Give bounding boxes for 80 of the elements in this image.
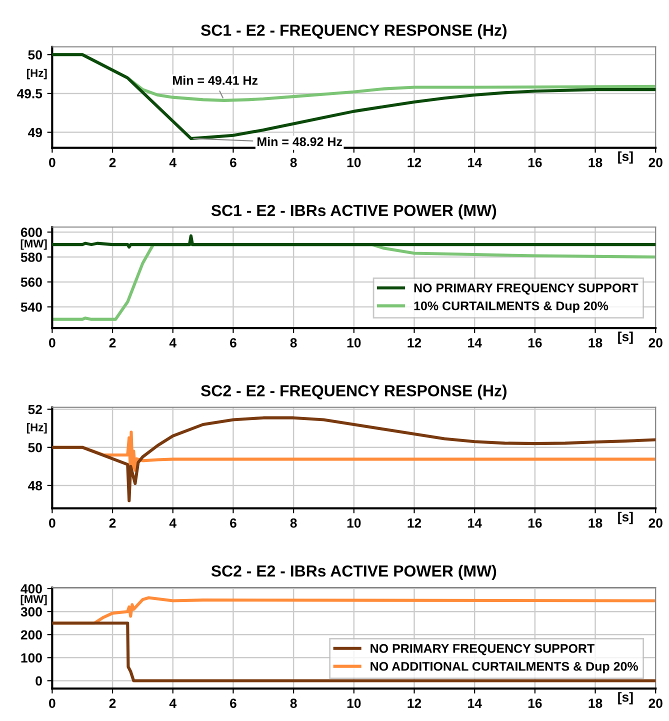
- x-tick-label: 6: [230, 338, 236, 348]
- x-tick-label: 0: [49, 518, 56, 528]
- x-tick-label: 10: [347, 518, 361, 528]
- y-tick-label: 50: [28, 50, 42, 60]
- y-axis-title: [MW]: [20, 239, 47, 250]
- legend-label: NO ADDITIONAL CURTAILMENTS & Dup 20%: [370, 662, 638, 674]
- x-tick-label: 12: [408, 698, 422, 708]
- x-tick-label: 2: [109, 338, 116, 348]
- x-tick-label: 8: [290, 518, 297, 528]
- x-axis-title: [s]: [618, 692, 633, 704]
- y-axis-title: [MW]: [20, 594, 47, 606]
- x-tick-label: 10: [347, 158, 361, 168]
- x-tick-label: 14: [468, 338, 482, 348]
- chart-title: SC1 - E2 - IBRs ACTIVE POWER (MW): [211, 204, 496, 220]
- x-tick-label: 18: [588, 698, 602, 708]
- x-tick-label: 16: [528, 338, 542, 348]
- y-tick-label: 52: [28, 404, 42, 414]
- x-axis-title: [s]: [618, 332, 633, 344]
- x-tick-label: 14: [468, 698, 482, 708]
- x-tick-label: 0: [49, 698, 56, 708]
- x-tick-label: 12: [408, 518, 422, 528]
- legend-label: NO PRIMARY FREQUENCY SUPPORT: [414, 284, 638, 295]
- x-tick-label: 20: [648, 698, 662, 708]
- legend-label: 10% CURTAILMENTS & Dup 20%: [414, 301, 608, 313]
- x-tick-label: 12: [408, 158, 422, 168]
- x-tick-label: 16: [528, 698, 542, 708]
- chart-title: SC1 - E2 - FREQUENCY RESPONSE (Hz): [200, 24, 506, 40]
- y-axis-title: [Hz]: [27, 423, 47, 434]
- x-tick-label: 0: [49, 158, 56, 168]
- annotation: Min = 49.41 Hz: [173, 76, 258, 85]
- chart-title: SC2 - E2 - IBRs ACTIVE POWER (MW): [211, 564, 496, 580]
- x-tick-label: 20: [648, 158, 662, 168]
- chart-title: SC2 - E2 - FREQUENCY RESPONSE (Hz): [200, 384, 506, 400]
- x-tick-label: 4: [169, 698, 176, 708]
- x-tick-label: 4: [169, 158, 176, 168]
- y-tick-label: 300: [20, 607, 42, 617]
- line-series: [52, 234, 656, 249]
- x-tick-label: 4: [169, 518, 176, 528]
- x-tick-label: 2: [109, 518, 116, 528]
- y-tick-label: 540: [20, 302, 42, 312]
- x-tick-label: 8: [290, 338, 297, 348]
- x-tick-label: 10: [347, 338, 361, 348]
- y-tick-label: 100: [21, 653, 42, 663]
- y-tick-label: 200: [20, 630, 42, 640]
- line-series: [52, 416, 656, 502]
- annotation: Min = 48.92 Hz: [258, 136, 342, 146]
- y-tick-label: 49: [28, 128, 42, 138]
- x-axis-title: [s]: [618, 512, 633, 524]
- x-tick-label: 6: [230, 158, 236, 168]
- x-tick-label: 16: [528, 518, 542, 528]
- y-tick-label: 580: [20, 252, 42, 262]
- legend-label: NO PRIMARY FREQUENCY SUPPORT: [370, 644, 594, 656]
- y-tick-label: 0: [36, 676, 42, 686]
- x-tick-label: 20: [648, 338, 662, 348]
- x-tick-label: 18: [588, 518, 602, 528]
- x-tick-label: 20: [648, 518, 662, 528]
- x-axis-title: [s]: [618, 151, 633, 164]
- x-tick-label: 16: [528, 158, 542, 168]
- x-tick-label: 18: [588, 338, 602, 348]
- y-tick-label: 49.5: [16, 89, 42, 98]
- x-tick-label: 18: [588, 158, 602, 168]
- x-tick-label: 14: [468, 518, 482, 528]
- x-tick-label: 6: [230, 698, 236, 708]
- y-axis-title: [Hz]: [27, 68, 47, 80]
- x-tick-label: 2: [109, 158, 116, 168]
- line-series: [52, 622, 656, 682]
- y-tick-label: 48: [28, 481, 42, 490]
- y-tick-label: 50: [28, 442, 42, 452]
- x-tick-label: 8: [290, 698, 297, 708]
- x-tick-label: 2: [109, 698, 116, 708]
- x-tick-label: 14: [468, 158, 482, 168]
- x-tick-label: 8: [290, 158, 297, 168]
- x-tick-label: 6: [230, 518, 236, 528]
- x-tick-label: 4: [169, 338, 176, 348]
- y-tick-label: 560: [20, 278, 42, 287]
- x-tick-label: 0: [49, 338, 56, 348]
- x-tick-label: 10: [347, 698, 361, 708]
- x-tick-label: 12: [408, 338, 422, 348]
- y-tick-label: 600: [20, 228, 42, 238]
- y-tick-label: 400: [20, 584, 42, 594]
